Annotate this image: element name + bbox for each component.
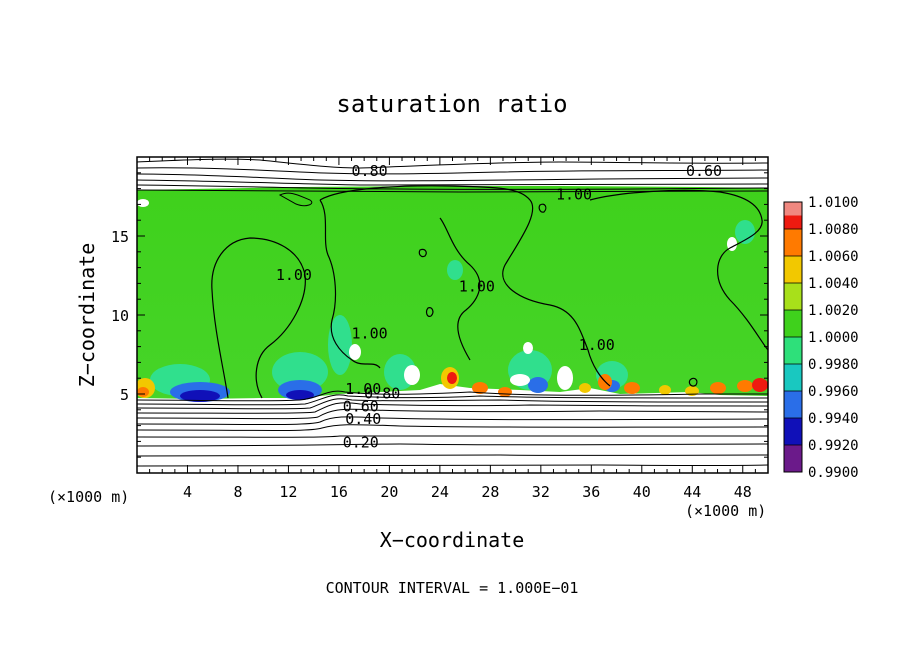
plot-area bbox=[137, 157, 768, 473]
colorbar: 0.9900 0.9920 0.9940 0.9960 0.9980 1.0000 1.00… bbox=[783, 195, 859, 481]
x-tick-label: 8 bbox=[233, 483, 242, 501]
colorbar-swatch bbox=[784, 337, 802, 364]
y-axis-unit-label: (×1000 m) bbox=[48, 488, 129, 506]
colorbar-swatch bbox=[784, 283, 802, 310]
colorbar-label: 1.0040 bbox=[808, 276, 859, 292]
contour-label: 1.00 bbox=[345, 380, 381, 398]
x-tick-label: 44 bbox=[683, 483, 701, 501]
colorbar-swatch bbox=[784, 391, 802, 418]
colorbar-label: 0.9980 bbox=[808, 357, 859, 373]
colorbar-swatch bbox=[784, 229, 802, 256]
contour-label: 1.00 bbox=[276, 266, 312, 284]
y-tick-label: 10 bbox=[111, 307, 129, 325]
contour-label: 0.80 bbox=[364, 385, 400, 403]
contour-label: 1.00 bbox=[556, 186, 592, 204]
colorbar-label: 0.9960 bbox=[808, 384, 859, 400]
chart-title: saturation ratio bbox=[336, 90, 567, 118]
colorbar-swatch bbox=[784, 445, 802, 472]
contour-label: 0.60 bbox=[686, 162, 722, 180]
unsaturated-holes bbox=[137, 199, 737, 390]
y-axis-title: Z−coordinate bbox=[75, 243, 99, 388]
contour-label: 1.00 bbox=[459, 277, 495, 295]
x-tick-label: 40 bbox=[633, 483, 651, 501]
x-tick-label: 24 bbox=[431, 483, 449, 501]
contour-label: 1.00 bbox=[352, 325, 388, 343]
x-tick-label: 32 bbox=[532, 483, 550, 501]
x-axis-unit-label: (×1000 m) bbox=[685, 502, 766, 520]
colorbar-swatch bbox=[784, 310, 802, 337]
x-tick-label: 12 bbox=[279, 483, 297, 501]
warm-patches bbox=[137, 367, 768, 398]
contour-label: 1.00 bbox=[579, 336, 615, 354]
x-axis-title: X−coordinate bbox=[380, 528, 525, 552]
colorbar-swatch-top bbox=[784, 202, 802, 216]
cloud-contours bbox=[211, 185, 768, 399]
y-tick-label: 5 bbox=[120, 386, 129, 404]
x-axis-ticks: 4 8 12 16 20 24 28 32 36 40 44 48 bbox=[149, 157, 756, 501]
y-axis-ticks: 5 10 15 bbox=[111, 172, 768, 458]
colorbar-label: 1.0060 bbox=[808, 249, 859, 265]
colorbar-label: 1.0000 bbox=[808, 330, 859, 346]
x-tick-label: 4 bbox=[183, 483, 192, 501]
contour-label: 0.40 bbox=[345, 410, 381, 428]
colorbar-swatch bbox=[784, 418, 802, 445]
y-tick-label: 15 bbox=[111, 228, 129, 246]
contour-label: 0.80 bbox=[352, 162, 388, 180]
colorbar-label: 0.9900 bbox=[808, 465, 859, 481]
x-tick-label: 16 bbox=[330, 483, 348, 501]
contour-label: 0.60 bbox=[343, 397, 379, 415]
colorbar-swatch bbox=[784, 364, 802, 391]
colorbar-label: 1.0100 bbox=[808, 195, 859, 211]
x-tick-label: 48 bbox=[734, 483, 752, 501]
colorbar-label: 1.0020 bbox=[808, 303, 859, 319]
colorbar-label: 0.9920 bbox=[808, 438, 859, 454]
x-tick-label: 28 bbox=[481, 483, 499, 501]
x-tick-label: 36 bbox=[582, 483, 600, 501]
contour-labels: 0.800.601.001.001.001.001.001.000.800.60… bbox=[276, 162, 722, 452]
upper-contours bbox=[137, 158, 768, 207]
lower-contours bbox=[137, 390, 768, 467]
contour-interval-note: CONTOUR INTERVAL = 1.000E−01 bbox=[326, 579, 579, 597]
colorbar-label: 0.9940 bbox=[808, 411, 859, 427]
contour-label: 0.20 bbox=[343, 434, 379, 452]
colorbar-label: 1.0080 bbox=[808, 222, 859, 238]
blue-patches bbox=[170, 377, 620, 402]
colorbar-swatch bbox=[784, 256, 802, 283]
saturation-field-upper bbox=[137, 186, 768, 399]
x-tick-label: 20 bbox=[380, 483, 398, 501]
